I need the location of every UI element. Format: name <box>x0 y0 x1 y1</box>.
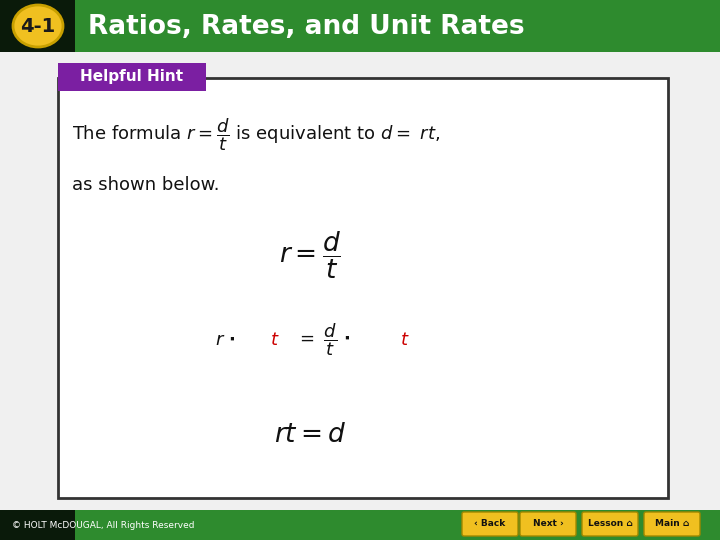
Text: $t$: $t$ <box>270 331 279 349</box>
Text: The formula $r = \dfrac{d}{t}$ is equivalent to $d=\ rt,$: The formula $r = \dfrac{d}{t}$ is equiva… <box>72 117 440 153</box>
Text: $t$: $t$ <box>400 331 410 349</box>
Text: $rt = d$: $rt = d$ <box>274 422 346 448</box>
Text: Main ⌂: Main ⌂ <box>654 519 689 529</box>
Text: Helpful Hint: Helpful Hint <box>81 70 184 84</box>
Bar <box>58 78 668 498</box>
Text: 4-1: 4-1 <box>20 17 55 37</box>
Text: Lesson ⌂: Lesson ⌂ <box>588 519 632 529</box>
FancyBboxPatch shape <box>520 512 576 536</box>
Text: Ratios, Rates, and Unit Rates: Ratios, Rates, and Unit Rates <box>88 14 525 40</box>
Bar <box>0 510 75 540</box>
Bar <box>75 0 720 52</box>
Ellipse shape <box>13 5 63 47</box>
FancyBboxPatch shape <box>582 512 638 536</box>
Text: as shown below.: as shown below. <box>72 176 220 194</box>
Text: ‹ Back: ‹ Back <box>474 519 505 529</box>
Bar <box>75 510 720 540</box>
FancyBboxPatch shape <box>644 512 700 536</box>
FancyBboxPatch shape <box>462 512 518 536</box>
Text: © HOLT McDOUGAL, All Rights Reserved: © HOLT McDOUGAL, All Rights Reserved <box>12 521 194 530</box>
Text: Next ›: Next › <box>533 519 563 529</box>
Text: $\ =\ \dfrac{d}{t}\ \boldsymbol{\cdot}\ $: $\ =\ \dfrac{d}{t}\ \boldsymbol{\cdot}\ … <box>290 322 351 359</box>
Bar <box>0 0 75 52</box>
Text: $r = \dfrac{d}{t}$: $r = \dfrac{d}{t}$ <box>279 230 341 281</box>
Text: $r\ \boldsymbol{\cdot}\ $: $r\ \boldsymbol{\cdot}\ $ <box>215 331 235 349</box>
Bar <box>58 63 206 91</box>
